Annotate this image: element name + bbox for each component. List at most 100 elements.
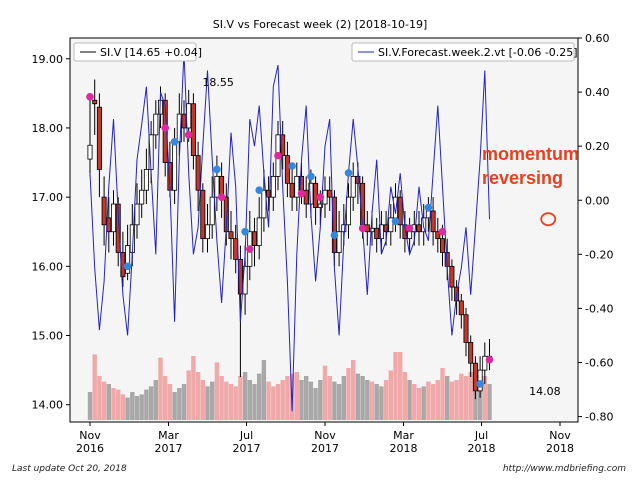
legend-forecast-box (351, 42, 575, 62)
candle-body (468, 342, 474, 364)
candle-body (96, 106, 102, 170)
volume-bar (214, 362, 220, 420)
candle-body (350, 175, 356, 198)
volume-bar (111, 388, 116, 420)
volume-bar (402, 372, 408, 420)
x-tick-label: 2018 (389, 442, 417, 455)
candle-body (383, 224, 389, 233)
volume-bar (355, 373, 361, 420)
x-tick-label: 2018 (546, 442, 574, 455)
volume-bar (97, 376, 102, 420)
signal-marker (170, 137, 179, 146)
x-tick-label: Jul (474, 429, 488, 442)
momentum-annotation: reversing (482, 168, 563, 188)
reversal-circle (540, 212, 557, 227)
signal-marker (438, 227, 447, 236)
candle-body (482, 355, 488, 371)
signal-marker (476, 380, 484, 388)
signal-marker (255, 186, 263, 195)
signal-marker (123, 262, 132, 271)
signal-marker (307, 172, 315, 181)
volume-bar (435, 380, 440, 420)
x-tick-label: Nov (549, 429, 571, 442)
candle-body (87, 144, 93, 160)
volume-bar (238, 376, 243, 420)
candle-body (214, 175, 220, 198)
volume-bar (445, 376, 450, 420)
candle-body (139, 189, 145, 205)
candle-body (256, 217, 262, 246)
volume-bar (398, 352, 403, 420)
volume-bar (163, 376, 168, 420)
plot-area (69, 37, 579, 423)
volume-bar (271, 386, 276, 420)
candle-body (266, 189, 272, 198)
candle-body (190, 103, 196, 157)
y-right-tick-label: 0.40 (585, 86, 610, 99)
signal-marker (241, 227, 249, 236)
volume-bar (224, 381, 229, 420)
candle-body (181, 113, 187, 129)
volume-bar (158, 357, 163, 420)
volume-bar (341, 376, 346, 420)
volume-bar (233, 386, 238, 420)
x-tick-label: 2017 (311, 442, 339, 455)
volume-bar (101, 381, 107, 420)
candle-body (374, 227, 380, 240)
y-right-tick-label: -0.40 (585, 302, 613, 315)
volume-bar (92, 354, 97, 420)
candle-body (284, 155, 290, 184)
candle-body (195, 155, 201, 191)
signal-marker (344, 169, 353, 177)
volume-bar (322, 365, 328, 420)
volume-bar (482, 376, 487, 420)
volume-bar (280, 380, 285, 420)
x-tick-label: Nov (79, 429, 101, 442)
volume-bar (87, 392, 93, 420)
signal-marker (485, 355, 494, 364)
candle-body (416, 224, 422, 233)
volume-bar (351, 360, 356, 420)
x-tick-label: 2017 (233, 442, 261, 455)
volume-bar (285, 376, 290, 420)
volume-bar (332, 381, 337, 420)
volume-bar (275, 384, 281, 420)
volume-bar (454, 380, 459, 420)
volume-bar (346, 368, 351, 420)
candle-body (111, 203, 117, 233)
volume-bar (177, 388, 182, 420)
candle-body (336, 231, 342, 253)
volume-bar (473, 384, 478, 420)
volume-bar (252, 384, 257, 420)
x-tick-label: Nov (314, 429, 336, 442)
candle-body (407, 231, 413, 240)
volume-bar (139, 394, 144, 420)
volume-bar (195, 372, 201, 420)
candle-body (92, 99, 98, 105)
volume-bar (416, 388, 422, 420)
candle-body (176, 113, 182, 143)
candle-body (143, 169, 149, 191)
volume-bar (407, 380, 412, 420)
candle-body (378, 224, 384, 240)
candle-body (430, 210, 436, 233)
volume-bar (374, 384, 379, 420)
signal-marker (330, 231, 339, 239)
signal-marker (246, 245, 254, 253)
footer-url[interactable]: http://www.mdbriefing.com (502, 464, 626, 474)
volume-bar (242, 372, 248, 420)
candle-body (294, 175, 300, 198)
candle-body (204, 224, 210, 240)
y-right-tick-label: 0.60 (585, 32, 610, 45)
x-tick-label: 2018 (468, 442, 496, 455)
volume-bar (181, 384, 187, 420)
volume-bar (186, 370, 191, 420)
forecast-line (89, 51, 490, 412)
y-left-tick-label: 14.00 (32, 399, 64, 412)
volume-bar (426, 381, 431, 420)
volume-bar (120, 394, 126, 420)
volume-bar (205, 386, 210, 420)
candle-body (153, 113, 159, 136)
candle-body (397, 196, 403, 226)
legend-forecast: SI.V.Forecast.week.2.vt [-0.06 -0.25] (351, 42, 578, 62)
